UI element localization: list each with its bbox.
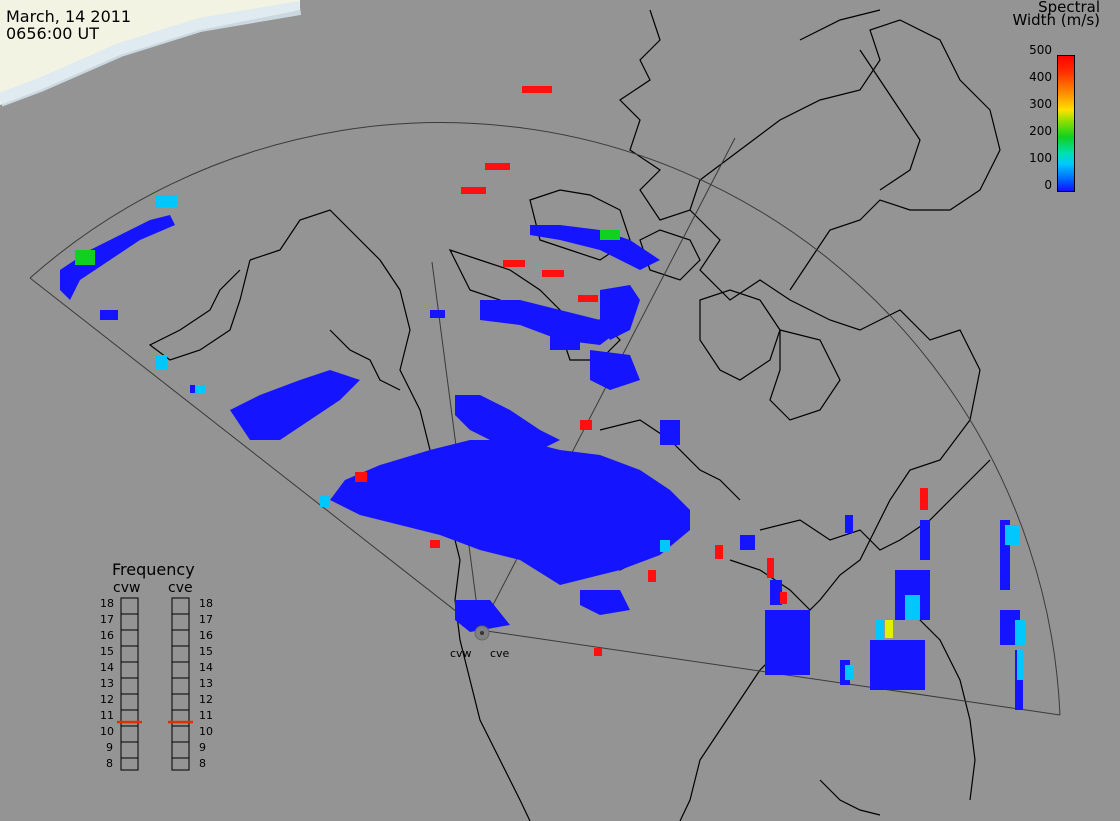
freq-tick: 13 [199, 677, 213, 690]
frequency-label-cvw: cvw [113, 580, 141, 596]
freq-tick: 12 [199, 693, 213, 706]
freq-tick: 17 [100, 613, 114, 626]
freq-tick: 16 [100, 629, 114, 642]
freq-tick: 14 [199, 661, 213, 674]
colorbar-tick: 300 [1029, 97, 1052, 111]
time-label: 0656:00 UT [6, 24, 100, 43]
freq-tick: 17 [199, 613, 213, 626]
colorbar-title-line1: Spectral [1038, 0, 1100, 16]
cve-frequency-indicator [168, 720, 193, 724]
freq-tick: 18 [199, 597, 213, 610]
freq-tick: 15 [100, 645, 114, 658]
colorbar-tick: 500 [1029, 43, 1052, 57]
freq-tick: 11 [100, 709, 114, 722]
scatter-echoes [60, 86, 1025, 710]
colorbar-title-line2: Width (m/s) [1012, 11, 1100, 29]
daylight-region [0, 0, 300, 105]
freq-tick: 11 [199, 709, 213, 722]
date-label: March, 14 2011 [6, 7, 132, 26]
daylight-terminator [0, 1, 302, 107]
colorbar-tick: 400 [1029, 70, 1052, 84]
freq-tick: 13 [100, 677, 114, 690]
freq-tick: 12 [100, 693, 114, 706]
cvw-frequency-indicator [117, 720, 142, 724]
freq-tick: 9 [199, 741, 206, 754]
freq-tick: 16 [199, 629, 213, 642]
freq-tick: 9 [106, 741, 113, 754]
radar-label-cvw: cvw [450, 647, 472, 660]
freq-tick: 18 [100, 597, 114, 610]
freq-tick: 10 [100, 725, 114, 738]
frequency-label-cve: cve [168, 580, 193, 596]
freq-tick: 10 [199, 725, 213, 738]
freq-tick: 8 [199, 757, 206, 770]
colorbar [1057, 55, 1075, 192]
freq-tick: 15 [199, 645, 213, 658]
frequency-title: Frequency [112, 560, 195, 579]
frequency-columns [120, 597, 190, 771]
freq-tick: 8 [106, 757, 113, 770]
radar-label-cve: cve [490, 647, 510, 660]
colorbar-tick: 200 [1029, 124, 1052, 138]
colorbar-tick: 0 [1044, 178, 1052, 192]
field-of-view [29, 122, 1061, 716]
colorbar-tick: 100 [1029, 151, 1052, 165]
freq-tick: 14 [100, 661, 114, 674]
